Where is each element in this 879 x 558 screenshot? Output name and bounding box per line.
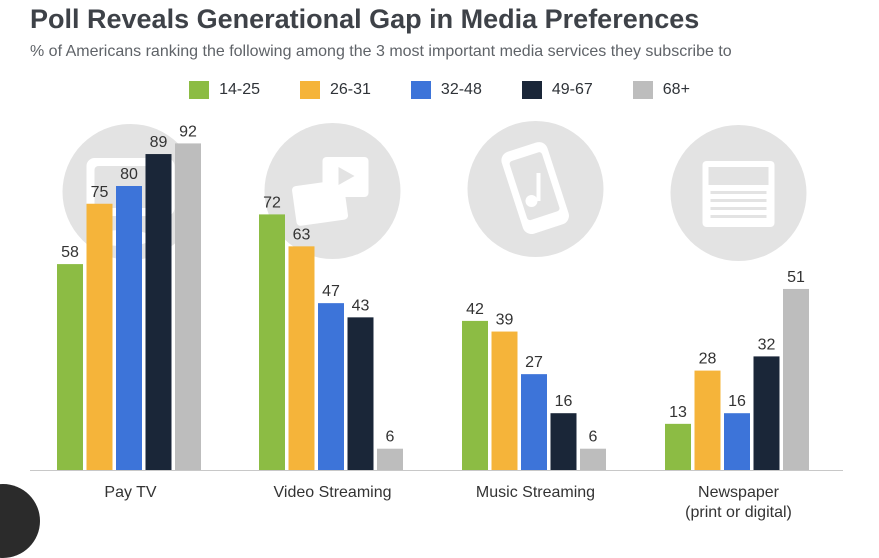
bar — [57, 264, 83, 470]
data-label: 16 — [555, 393, 573, 410]
paper-line — [711, 215, 767, 218]
music-phone-icon — [468, 121, 604, 257]
bar — [87, 204, 113, 470]
bar — [289, 246, 315, 470]
data-label: 72 — [263, 194, 281, 211]
data-label: 13 — [669, 404, 687, 421]
data-label: 80 — [120, 166, 138, 183]
data-label: 63 — [293, 226, 311, 243]
bar — [377, 449, 403, 470]
bar — [175, 143, 201, 470]
data-label: 16 — [728, 393, 746, 410]
paper-line — [711, 207, 767, 210]
data-label: 42 — [466, 301, 484, 318]
bar — [783, 289, 809, 470]
data-label: 51 — [787, 269, 805, 286]
data-label: 39 — [496, 312, 514, 329]
bar — [665, 424, 691, 470]
paper-line — [711, 199, 767, 202]
data-label: 6 — [386, 429, 395, 446]
paper-line — [711, 191, 767, 194]
data-label: 32 — [758, 336, 776, 353]
bar — [462, 321, 488, 470]
data-label: 28 — [699, 351, 717, 368]
data-label: 6 — [589, 429, 598, 446]
bar — [551, 413, 577, 470]
category-label-line2: (print or digital) — [685, 504, 792, 521]
paper-headline — [709, 167, 769, 185]
newspaper-icon — [671, 125, 807, 261]
category-label: Video Streaming — [274, 484, 392, 501]
bar — [492, 332, 518, 470]
category-label: Music Streaming — [476, 484, 595, 501]
data-label: 43 — [352, 297, 370, 314]
music-note-head — [526, 195, 538, 207]
category-label: Pay TV — [104, 484, 157, 501]
data-label: 58 — [61, 244, 79, 261]
bar — [259, 214, 285, 470]
category-label: Newspaper — [698, 484, 780, 501]
data-label: 27 — [525, 354, 543, 371]
bar — [695, 371, 721, 470]
data-label: 75 — [91, 184, 109, 201]
bar-chart: 58 72 42 13 75 63 39 28 80 47 27 16 89 43 16 32 92 6 6 51 Pa… — [0, 0, 879, 524]
bar — [318, 303, 344, 470]
bar — [724, 413, 750, 470]
music-note-stem — [537, 173, 541, 201]
bar — [348, 317, 374, 470]
data-label: 89 — [150, 134, 168, 151]
bar — [521, 374, 547, 470]
data-label: 92 — [179, 123, 197, 140]
bar — [754, 356, 780, 470]
bar — [580, 449, 606, 470]
bar — [116, 186, 142, 470]
data-label: 47 — [322, 283, 340, 300]
bar — [146, 154, 172, 470]
